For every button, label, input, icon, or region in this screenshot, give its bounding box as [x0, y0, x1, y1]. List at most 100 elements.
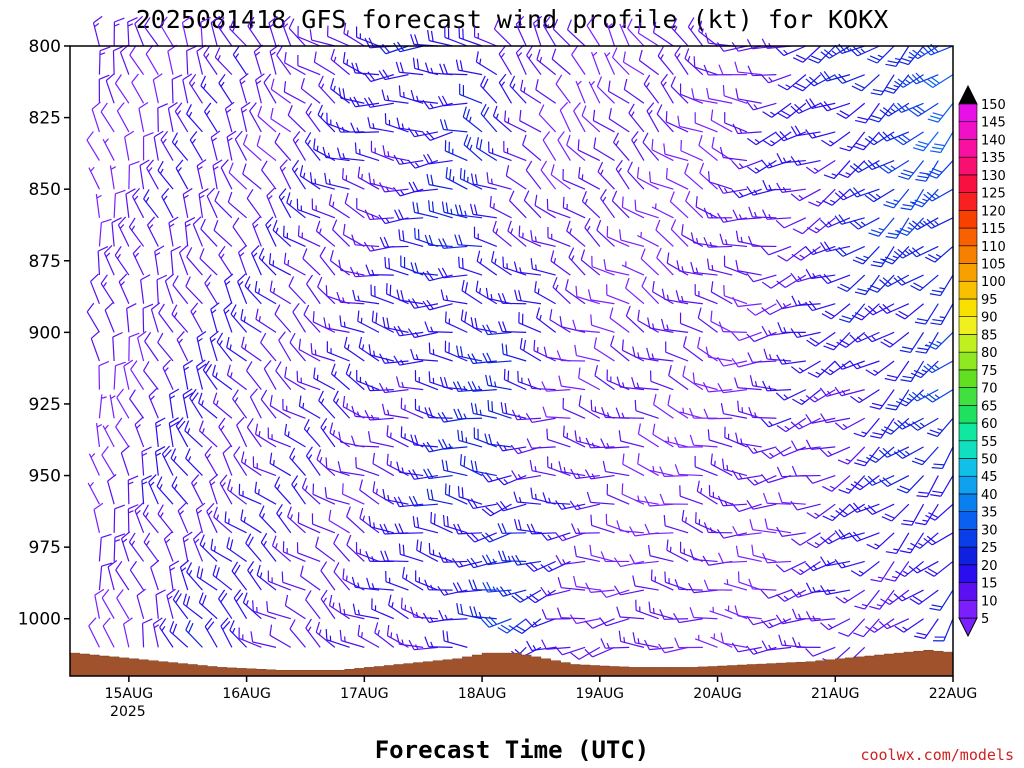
wind-barb — [562, 169, 586, 190]
wind-barb — [247, 561, 262, 591]
wind-barb — [310, 343, 336, 362]
wind-barb — [247, 16, 262, 47]
wind-barb — [805, 646, 836, 657]
wind-barb — [854, 274, 880, 296]
wind-barb — [123, 359, 134, 390]
wind-barb — [656, 247, 674, 276]
colorbar-label: 35 — [981, 506, 998, 521]
wind-barb — [168, 417, 180, 448]
wind-barb — [453, 523, 483, 535]
wind-barb — [473, 226, 498, 248]
wind-barb — [681, 509, 704, 534]
wind-barb — [819, 387, 851, 397]
wind-barb — [526, 640, 556, 652]
wind-barb — [805, 474, 836, 484]
wind-barb — [716, 42, 748, 52]
wind-barb — [393, 154, 424, 165]
wind-barb — [834, 214, 865, 225]
wind-barb — [177, 502, 189, 534]
wind-barb — [878, 475, 910, 488]
y-tick-label: 800 — [29, 37, 61, 57]
wind-barb — [256, 564, 277, 591]
wind-barb — [565, 279, 586, 305]
wind-barb — [466, 498, 497, 510]
wind-barb — [748, 206, 777, 219]
wind-barb — [400, 397, 424, 419]
wind-barb — [127, 17, 138, 47]
wind-barb — [680, 139, 704, 162]
wind-barb — [819, 217, 851, 228]
wind-barb — [535, 307, 557, 333]
wind-barb — [718, 321, 747, 333]
wind-barb — [631, 377, 659, 391]
wind-barb — [255, 308, 277, 333]
wind-barb — [501, 343, 527, 362]
wind-barb — [869, 589, 895, 610]
wind-barb — [150, 559, 160, 591]
colorbar-swatch — [958, 139, 978, 158]
wind-barb — [251, 245, 262, 276]
wind-barb — [381, 89, 409, 104]
wind-barb — [220, 617, 233, 648]
wind-barb — [320, 418, 336, 448]
wind-barb — [351, 405, 380, 419]
wind-barb — [470, 460, 497, 477]
wind-barb — [125, 188, 136, 218]
wind-barb — [908, 217, 939, 231]
wind-barb — [298, 338, 321, 362]
wind-barb — [101, 446, 115, 476]
wind-barb — [849, 531, 880, 542]
wind-barb — [838, 618, 866, 637]
wind-barb — [834, 73, 865, 84]
wind-barb — [909, 589, 939, 605]
wind-barb — [792, 389, 821, 406]
wind-barb — [176, 331, 189, 362]
wind-barb — [898, 160, 925, 180]
wind-barb — [694, 112, 718, 133]
wind-barb — [326, 341, 350, 362]
wind-barb — [573, 102, 586, 133]
wind-barb — [527, 378, 556, 391]
wind-barb — [497, 550, 527, 563]
wind-barb — [674, 436, 703, 448]
wind-barb — [393, 187, 424, 197]
wind-barb — [649, 370, 674, 391]
wind-barb — [839, 131, 866, 152]
wind-barb — [878, 618, 910, 630]
wind-barb — [200, 16, 211, 47]
wind-barb — [666, 539, 689, 562]
wind-barb — [864, 474, 895, 486]
wind-barb — [480, 103, 498, 133]
wind-barb — [261, 160, 277, 190]
wind-barb — [327, 25, 350, 47]
colorbar-label: 150 — [981, 98, 1006, 113]
wind-barb — [634, 199, 659, 219]
wind-barb — [541, 639, 571, 650]
colorbar-swatch — [958, 440, 978, 459]
wind-barb — [268, 253, 292, 276]
colorbar-swatch — [958, 227, 978, 247]
wind-barb — [460, 309, 483, 333]
wind-barb — [805, 268, 836, 280]
wind-barb — [720, 402, 748, 419]
y-tick-label: 975 — [29, 538, 61, 558]
wind-barb — [257, 105, 277, 133]
wind-barb — [218, 73, 233, 104]
wind-barb — [200, 75, 218, 104]
colorbar-swatch — [958, 156, 978, 176]
wind-barb — [885, 532, 910, 554]
wind-barb — [364, 380, 394, 392]
wind-barb — [120, 445, 130, 476]
wind-barb — [142, 303, 154, 333]
wind-barb — [746, 474, 777, 486]
colorbar-label: 105 — [981, 258, 1006, 273]
wind-barb — [304, 132, 321, 161]
wind-barb — [312, 311, 336, 333]
wind-barb — [210, 538, 233, 562]
wind-barb — [603, 259, 630, 276]
colorbar-swatch — [958, 475, 978, 495]
x-tick-label: 15AUG — [105, 686, 154, 702]
wind-barb — [265, 216, 277, 247]
wind-barb — [775, 45, 807, 57]
wind-barb — [422, 153, 453, 165]
